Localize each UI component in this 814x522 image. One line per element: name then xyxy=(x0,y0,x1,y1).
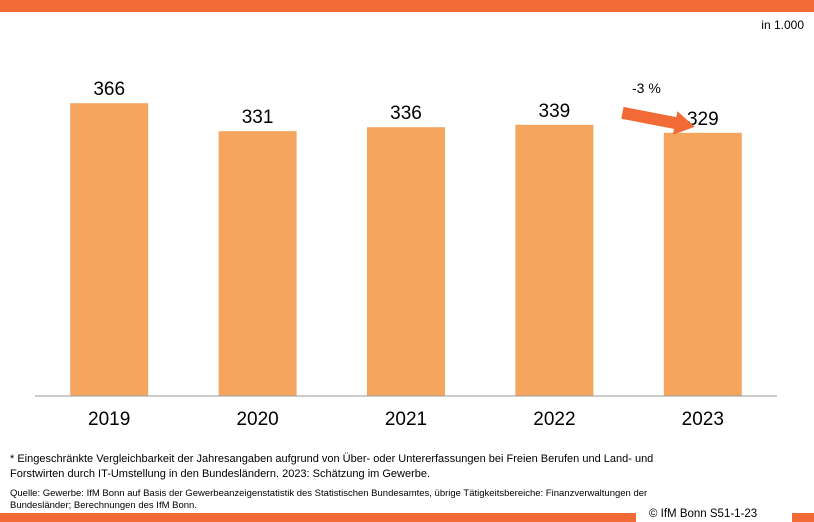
data-label-2021: 336 xyxy=(390,103,422,124)
bar-2023 xyxy=(663,132,742,397)
data-label-2023: 329 xyxy=(687,109,719,130)
bar-chart: 2019 2020 2021 2022 2023 366 331 336 339 329 -3 … xyxy=(35,79,777,430)
footnote: * Eingeschränkte Vergleichbarkeit der Ja… xyxy=(10,453,654,480)
bar-2022 xyxy=(515,124,594,397)
x-tick-label-2023: 2023 xyxy=(682,409,724,430)
x-tick-labels: 2019 2020 2021 2022 2023 xyxy=(88,409,724,430)
unit-label: in 1.000 xyxy=(761,18,804,32)
copyright: © IfM Bonn S51-1-23 xyxy=(649,508,758,520)
bar-2021 xyxy=(367,127,445,396)
data-labels: 366 331 336 339 329 xyxy=(93,79,718,130)
top-accent-bar xyxy=(0,0,814,12)
source-note: Quelle: Gewerbe: IfM Bonn auf Basis der … xyxy=(10,488,648,511)
bottom-accent-bar xyxy=(0,513,636,522)
data-label-2020: 331 xyxy=(242,107,274,128)
x-tick-label-2020: 2020 xyxy=(236,409,278,430)
bar-2020 xyxy=(218,131,297,396)
bars-group xyxy=(70,103,742,397)
data-label-2022: 339 xyxy=(539,101,571,122)
x-tick-label-2021: 2021 xyxy=(385,409,427,430)
x-tick-label-2022: 2022 xyxy=(533,409,575,430)
x-tick-label-2019: 2019 xyxy=(88,409,130,430)
bottom-accent-bar-end xyxy=(792,513,814,522)
data-label-2019: 366 xyxy=(93,79,125,100)
bar-2019 xyxy=(70,103,149,396)
change-annotation: -3 % xyxy=(621,80,695,135)
change-annotation-label: -3 % xyxy=(632,80,661,96)
arrow-icon xyxy=(621,106,695,135)
